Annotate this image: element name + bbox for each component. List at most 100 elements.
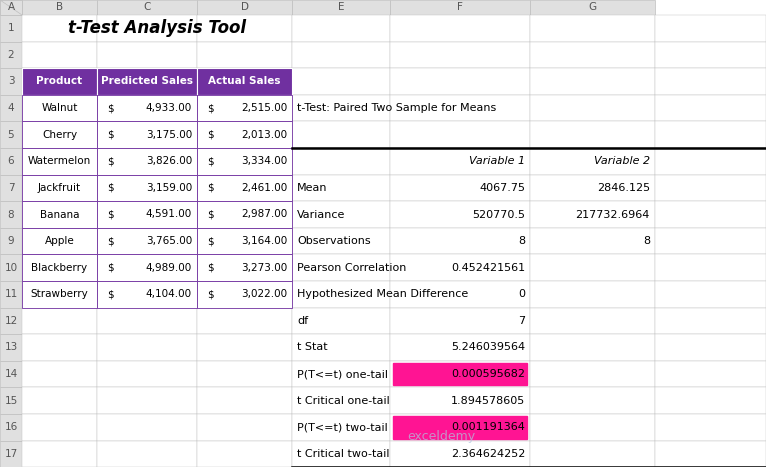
Bar	[292, 0, 390, 15]
Text: 6: 6	[8, 156, 15, 166]
Bar	[655, 148, 766, 175]
Bar	[22, 68, 97, 95]
Bar	[530, 148, 655, 175]
Text: 4,933.00: 4,933.00	[146, 103, 192, 113]
Bar	[97, 228, 197, 255]
Bar	[97, 95, 197, 121]
Text: Banana: Banana	[40, 210, 79, 219]
Bar	[390, 175, 530, 201]
Text: Variable 1: Variable 1	[469, 156, 525, 166]
Bar	[530, 281, 655, 308]
Bar	[22, 228, 97, 255]
Bar	[97, 255, 197, 281]
Text: $: $	[107, 103, 113, 113]
Bar	[292, 175, 390, 201]
Text: 2,461.00: 2,461.00	[241, 183, 287, 193]
Text: 3,765.00: 3,765.00	[146, 236, 192, 246]
Text: 3,826.00: 3,826.00	[146, 156, 192, 166]
Bar	[97, 281, 197, 308]
Text: t Critical one-tail: t Critical one-tail	[297, 396, 390, 406]
Bar	[390, 121, 530, 148]
Text: Predicted Sales: Predicted Sales	[101, 77, 193, 86]
Text: $: $	[107, 210, 113, 219]
Text: 4: 4	[8, 103, 15, 113]
Text: 8: 8	[643, 236, 650, 246]
Bar	[22, 15, 97, 42]
Text: $: $	[207, 183, 214, 193]
Bar	[292, 95, 390, 121]
Bar	[22, 0, 97, 15]
Text: 0.000595682: 0.000595682	[451, 369, 525, 379]
Text: A: A	[8, 2, 15, 13]
Bar	[292, 42, 390, 68]
Bar	[390, 281, 530, 308]
Bar	[655, 414, 766, 440]
Bar	[0, 68, 22, 95]
Bar	[97, 440, 197, 467]
Bar	[97, 121, 197, 148]
Bar	[197, 308, 292, 334]
Bar	[655, 68, 766, 95]
Bar	[530, 414, 655, 440]
Bar	[197, 148, 292, 175]
Bar	[97, 42, 197, 68]
Bar	[197, 148, 292, 175]
Bar	[22, 121, 97, 148]
Bar	[0, 15, 22, 42]
Text: Mean: Mean	[297, 183, 328, 193]
Bar	[530, 334, 655, 361]
Text: 8: 8	[518, 236, 525, 246]
Bar	[393, 416, 527, 439]
Text: 4067.75: 4067.75	[479, 183, 525, 193]
Bar	[197, 228, 292, 255]
Bar	[0, 201, 22, 228]
Bar	[197, 15, 292, 42]
Bar	[390, 0, 530, 15]
Bar	[655, 175, 766, 201]
Text: Variable 2: Variable 2	[594, 156, 650, 166]
Bar	[393, 363, 527, 385]
Bar	[0, 121, 22, 148]
Text: t Stat: t Stat	[297, 342, 328, 353]
Bar	[390, 361, 530, 388]
Bar	[530, 308, 655, 334]
Bar	[97, 388, 197, 414]
Bar	[97, 201, 197, 228]
Bar	[97, 175, 197, 201]
Bar	[97, 175, 197, 201]
Text: 15: 15	[5, 396, 18, 406]
Text: 13: 13	[5, 342, 18, 353]
Text: 3,164.00: 3,164.00	[241, 236, 287, 246]
Bar	[390, 95, 530, 121]
Bar	[0, 175, 22, 201]
Bar	[0, 95, 22, 121]
Text: 2,515.00: 2,515.00	[241, 103, 287, 113]
Text: Actual Sales: Actual Sales	[208, 77, 281, 86]
Text: Apple: Apple	[44, 236, 74, 246]
Text: 0.001191364: 0.001191364	[451, 422, 525, 432]
Bar	[22, 440, 97, 467]
Text: 2.364624252: 2.364624252	[450, 449, 525, 459]
Text: $: $	[107, 289, 113, 299]
Text: E: E	[338, 2, 344, 13]
Text: 3,334.00: 3,334.00	[241, 156, 287, 166]
Bar	[390, 228, 530, 255]
Bar	[22, 95, 97, 121]
Text: 7: 7	[8, 183, 15, 193]
Text: 2,987.00: 2,987.00	[241, 210, 287, 219]
Text: t-Test Analysis Tool: t-Test Analysis Tool	[68, 19, 246, 37]
Bar	[390, 414, 530, 440]
Text: $: $	[207, 156, 214, 166]
Bar	[530, 228, 655, 255]
Text: 2846.125: 2846.125	[597, 183, 650, 193]
Text: 5.246039564: 5.246039564	[451, 342, 525, 353]
Bar	[22, 388, 97, 414]
Bar	[655, 95, 766, 121]
Text: 8: 8	[8, 210, 15, 219]
Bar	[22, 281, 97, 308]
Bar	[197, 414, 292, 440]
Bar	[0, 414, 22, 440]
Bar	[0, 228, 22, 255]
Text: 0: 0	[518, 289, 525, 299]
Text: Cherry: Cherry	[42, 130, 77, 140]
